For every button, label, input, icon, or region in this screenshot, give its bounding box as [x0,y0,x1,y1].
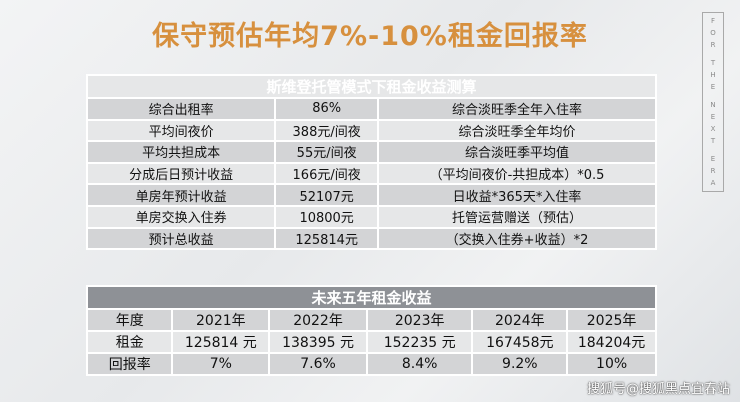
header-cell: 2024年 [471,308,569,332]
rent-cell: 167458元 [471,330,569,354]
row-item: 分成后日预计收益 [85,161,277,186]
row-value: 10800元 [274,204,380,229]
row-item: 预计总收益 [85,226,277,251]
header-cell: 2022年 [268,308,368,332]
five-year-table-title: 未来五年租金收益 [86,285,657,310]
rent-cell: 152235 元 [365,330,474,354]
row-item: 单房交换入住券 [85,204,277,229]
row-note: 综合淡旺季全年入住率 [377,97,657,121]
row-value: 86% [274,97,380,121]
rate-cell: 7.6% [268,352,368,376]
rate-cell: 回报率 [85,352,174,376]
header-cell: 2025年 [566,308,657,332]
rent-row: 租金 125814 元 138395 元 152235 元 167458元 18… [85,330,657,354]
header-cell: 2021年 [171,308,271,332]
rate-cell: 7% [171,352,271,376]
rent-cell: 125814 元 [171,330,271,354]
row-item: 综合出租率 [85,97,277,121]
row-note: 托管运营赠送（预估） [377,204,657,229]
row-note: （平均间夜价-共担成本）*0.5 [377,161,657,186]
rent-cell: 184204元 [566,330,657,354]
rent-cell: 138395 元 [268,330,368,354]
rate-cell: 9.2% [471,352,569,376]
row-note: （交换入住券+收益）*2 [377,226,657,251]
source-watermark: 搜狐号@搜狐黑点宜春站 [586,382,730,397]
table-row: 分成后日预计收益 166元/间夜 （平均间夜价-共担成本）*0.5 [85,161,657,186]
row-value: 52107元 [274,183,380,207]
rate-cell: 8.4% [365,352,474,376]
row-note: 日收益*365天*入住率 [377,183,657,207]
row-note: 综合淡旺季全年均价 [377,118,657,143]
year-header-row: 年度 2021年 2022年 2023年 2024年 2025年 [85,308,657,332]
five-year-rent-table: 未来五年租金收益 年度 2021年 2022年 2023年 2024年 2025… [85,285,657,376]
table-row: 单房年预计收益 52107元 日收益*365天*入住率 [85,183,657,207]
income-estimate-table: 斯维登托管模式下租金收益测算 综合出租率 86% 综合淡旺季全年入住率 平均间夜… [85,74,657,251]
header-cell: 2023年 [365,308,474,332]
table-row: 平均间夜价 388元/间夜 综合淡旺季全年均价 [85,118,657,143]
row-item: 单房年预计收益 [85,183,277,207]
row-value: 55元/间夜 [274,140,380,164]
return-rate-row: 回报率 7% 7.6% 8.4% 9.2% 10% [85,352,657,376]
rent-cell: 租金 [85,330,174,354]
income-table-title: 斯维登托管模式下租金收益测算 [86,74,657,99]
row-item: 平均间夜价 [85,118,277,143]
page-headline: 保守预估年均7%-10%租金回报率 [152,21,588,52]
row-value: 388元/间夜 [274,118,380,143]
row-value: 166元/间夜 [274,161,380,186]
table-row: 平均共担成本 55元/间夜 综合淡旺季平均值 [85,140,657,164]
table-row: 预计总收益 125814元 （交换入住券+收益）*2 [85,226,657,251]
rate-cell: 10% [566,352,657,376]
row-item: 平均共担成本 [85,140,277,164]
row-note: 综合淡旺季平均值 [377,140,657,164]
row-value: 125814元 [274,226,380,251]
table-row: 综合出租率 86% 综合淡旺季全年入住率 [85,97,657,121]
header-cell: 年度 [85,308,174,332]
table-row: 单房交换入住券 10800元 托管运营赠送（预估） [85,204,657,229]
